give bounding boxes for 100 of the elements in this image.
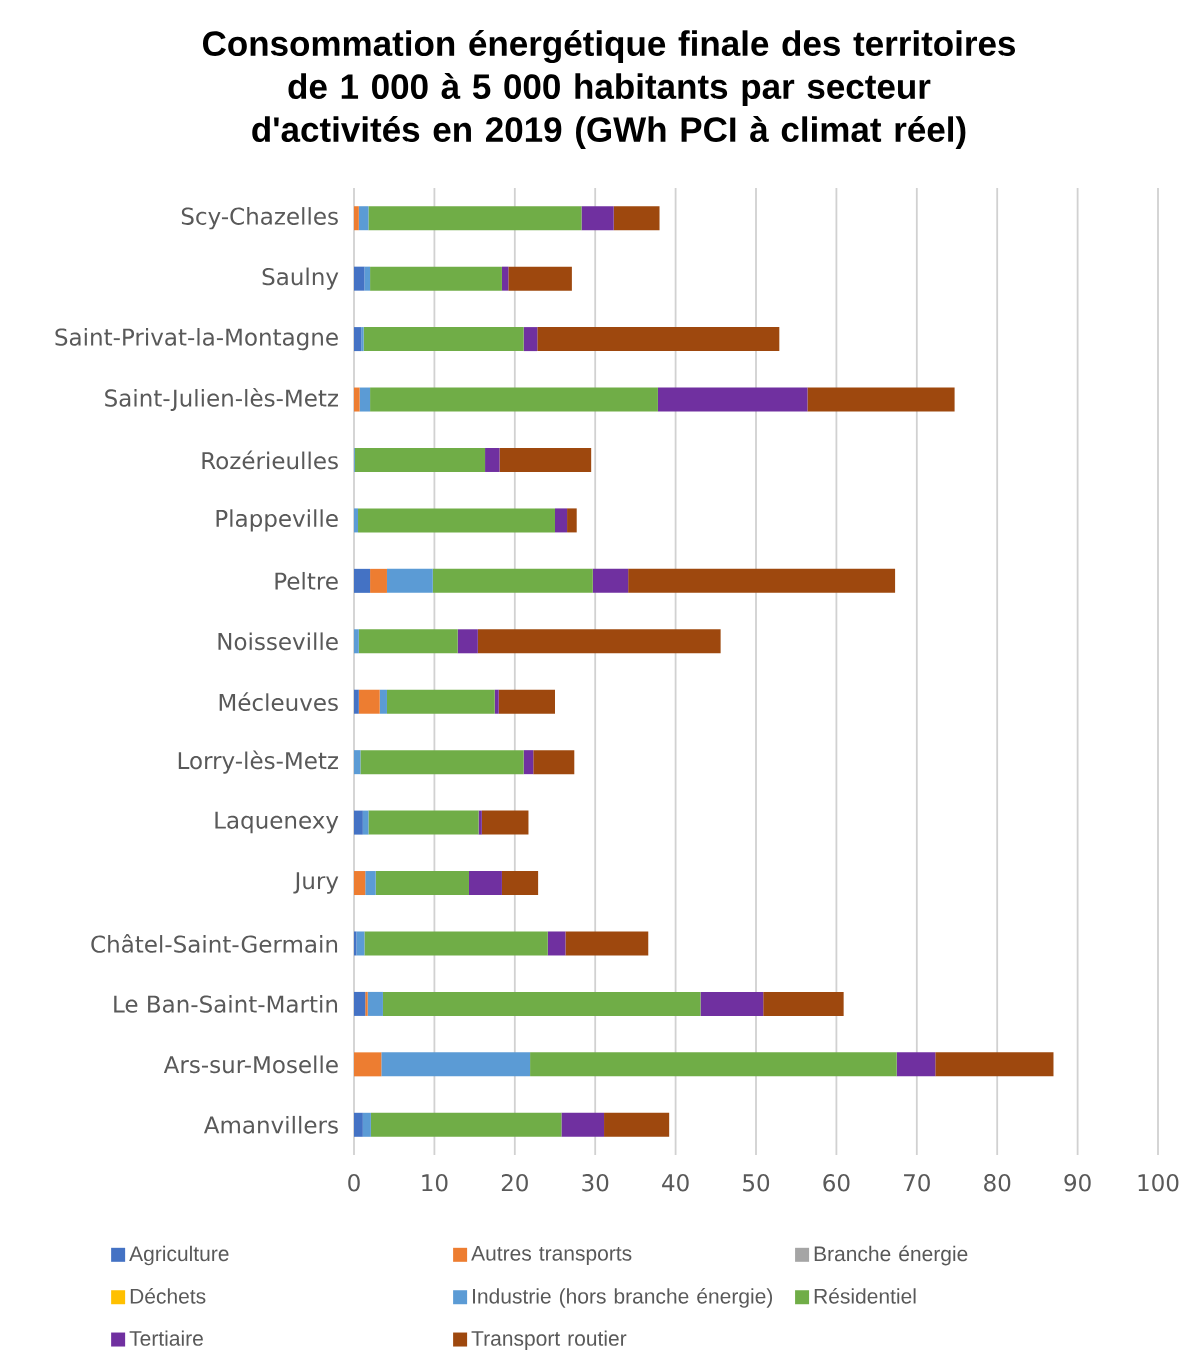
bar (370, 1112, 562, 1137)
bar (354, 629, 359, 654)
bar (354, 689, 359, 714)
bar (354, 327, 362, 352)
x-tick-label: 10 (422, 1174, 448, 1192)
bar (613, 206, 660, 231)
bar (501, 266, 509, 291)
y-tick-label: Amanvillers (203, 1115, 338, 1134)
y-tick-label: Plappeville (216, 509, 338, 532)
bar (354, 568, 371, 593)
y-tick-label: Rozérieulles (202, 450, 338, 470)
bar (368, 206, 582, 231)
y-tick-label: Laquenexy (215, 811, 339, 834)
x-tick-label: 80 (984, 1174, 1011, 1192)
x-tick-label: 0 (348, 1174, 360, 1192)
x-tick-label: 30 (582, 1174, 609, 1192)
bar (358, 508, 555, 533)
bar (375, 871, 469, 896)
bar (457, 629, 478, 654)
bar (368, 810, 479, 835)
bar (354, 206, 359, 231)
bar (354, 387, 360, 412)
bar (361, 327, 364, 352)
bar (370, 387, 658, 412)
bar (364, 931, 548, 956)
legend-label: Tertiaire (129, 1330, 203, 1346)
bar (365, 991, 368, 1016)
x-tick-label: 40 (662, 1174, 689, 1192)
bar (354, 1052, 382, 1077)
x-tick-label: 60 (823, 1174, 850, 1192)
bar (354, 991, 366, 1016)
bar (365, 871, 376, 896)
bar (358, 206, 369, 231)
y-tick-label: Saulny (262, 267, 339, 290)
x-tick-label: 70 (904, 1174, 930, 1192)
bar (367, 991, 383, 1016)
bar (508, 266, 572, 291)
chart-title: Consommation énergétique finale des territoires de 1 000 à 5 000 habitants par secteur d'activités en 2019 (GWh PCI à climat réel) (203, 30, 1015, 149)
bar (477, 629, 721, 654)
bar (354, 871, 366, 896)
bar (935, 1052, 1054, 1077)
bar (485, 447, 500, 472)
y-tick-label: Châtel-Saint-Germain (91, 934, 338, 953)
y-tick-label: Mécleuves (219, 692, 338, 712)
legend-label: Résidentiel (814, 1288, 916, 1304)
legend-label: Autres transports (471, 1246, 632, 1265)
y-tick-label: Saint-Julien-lès-Metz (105, 388, 338, 412)
bar (523, 750, 534, 775)
y-tick-label: Jury (293, 872, 339, 894)
bar (565, 931, 649, 956)
bar (359, 387, 371, 412)
x-tick-label: 50 (743, 1174, 770, 1192)
y-tick-label: Ars-sur-Moselle (163, 1055, 338, 1074)
bar (561, 1112, 605, 1137)
bar (386, 689, 495, 714)
y-tick-label: Le Ban-Saint-Martin (114, 995, 338, 1013)
bar (523, 327, 538, 352)
bar (499, 447, 592, 472)
legend-label: Déchets (130, 1288, 206, 1304)
bar (478, 810, 482, 835)
bar (360, 750, 524, 775)
bar (468, 871, 502, 896)
y-tick-label: Peltre (275, 571, 338, 590)
bar (592, 568, 629, 593)
bar (501, 871, 539, 896)
y-tick-label: Scy-Chazelles (181, 207, 338, 230)
bar (354, 810, 363, 835)
bar (547, 931, 566, 956)
bar (370, 568, 387, 593)
bar (498, 689, 555, 714)
y-tick-label: Saint-Privat-la-Montagne (55, 327, 338, 351)
bar (386, 568, 433, 593)
bar (700, 991, 764, 1016)
bar (354, 750, 361, 775)
bar (354, 266, 365, 291)
bar (537, 327, 780, 352)
bar (354, 1112, 363, 1137)
x-tick-label: 90 (1064, 1174, 1091, 1192)
y-tick-label: Noisseville (218, 632, 338, 651)
bar (494, 689, 499, 714)
x-tick-label: 20 (501, 1174, 528, 1192)
bar (657, 387, 808, 412)
bar (763, 991, 844, 1016)
bar (358, 629, 458, 654)
legend-label: Branche énergie (814, 1245, 968, 1266)
bar (432, 568, 593, 593)
x-tick-label: 100 (1138, 1174, 1179, 1192)
legend-label: Transport routier (471, 1330, 627, 1350)
bar (530, 1052, 897, 1077)
bar (358, 689, 380, 714)
legend-label: Agriculture (129, 1245, 229, 1266)
bar (567, 508, 577, 533)
bar (481, 810, 529, 835)
bar (363, 327, 524, 352)
bar (381, 1052, 531, 1077)
bar (370, 266, 502, 291)
bar (604, 1112, 670, 1137)
legend-label: Industrie (hors branche énergie) (473, 1288, 773, 1308)
bar (628, 568, 896, 593)
bar (382, 991, 701, 1016)
